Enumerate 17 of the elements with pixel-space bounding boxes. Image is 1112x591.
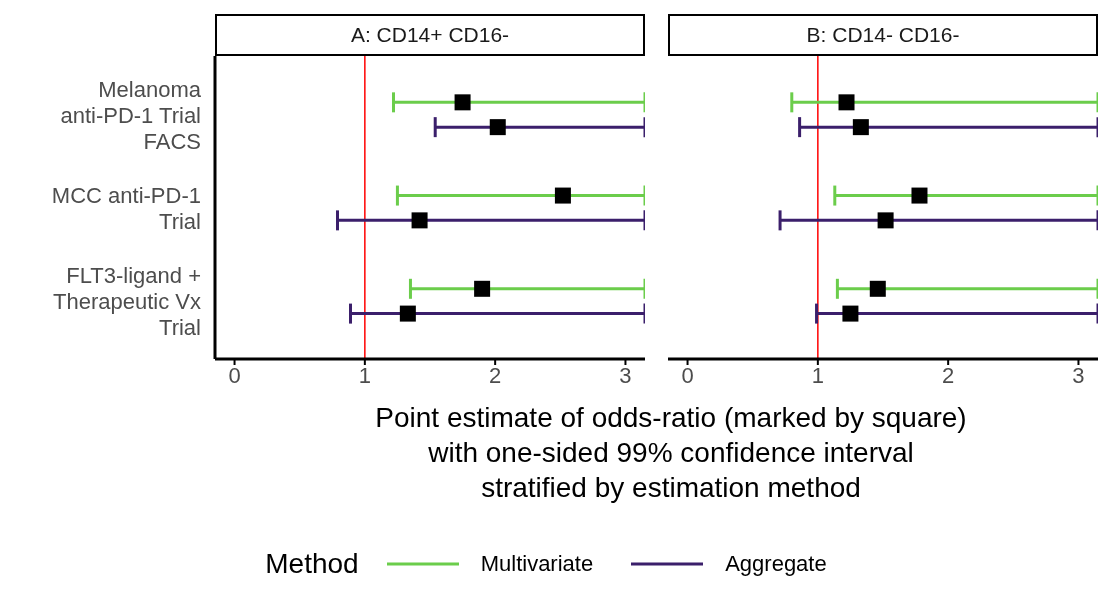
x-tick-label: 2 [942, 362, 955, 388]
text: Multivariate [480, 551, 594, 577]
y-tick-label: MCC anti-PD-1 Trial [51, 182, 201, 234]
x-tick-label: 1 [358, 362, 371, 388]
x-tick-label: 3 [1072, 362, 1085, 388]
x-tick-label: 2 [489, 362, 502, 388]
x-tick-label: 3 [619, 362, 632, 388]
legend-title: Method [265, 548, 359, 580]
x-axis-title: Point estimate of odds-ratio (marked by square) with one-sided 99% confidence interval stratified by estimation method [374, 401, 968, 505]
text: Aggregate [725, 551, 827, 577]
chart-title: A: CD14+ CD16- [350, 23, 510, 47]
chart-title: B: CD14- CD16- [806, 23, 960, 47]
x-tick-label: 0 [228, 362, 241, 388]
x-tick-label: 1 [811, 362, 824, 388]
x-tick-label: 0 [681, 362, 694, 388]
y-tick-label: FLT3-ligand + Therapeutic Vx Trial [53, 262, 201, 340]
y-tick-label: Melanoma anti-PD-1 Trial FACS [60, 76, 202, 154]
